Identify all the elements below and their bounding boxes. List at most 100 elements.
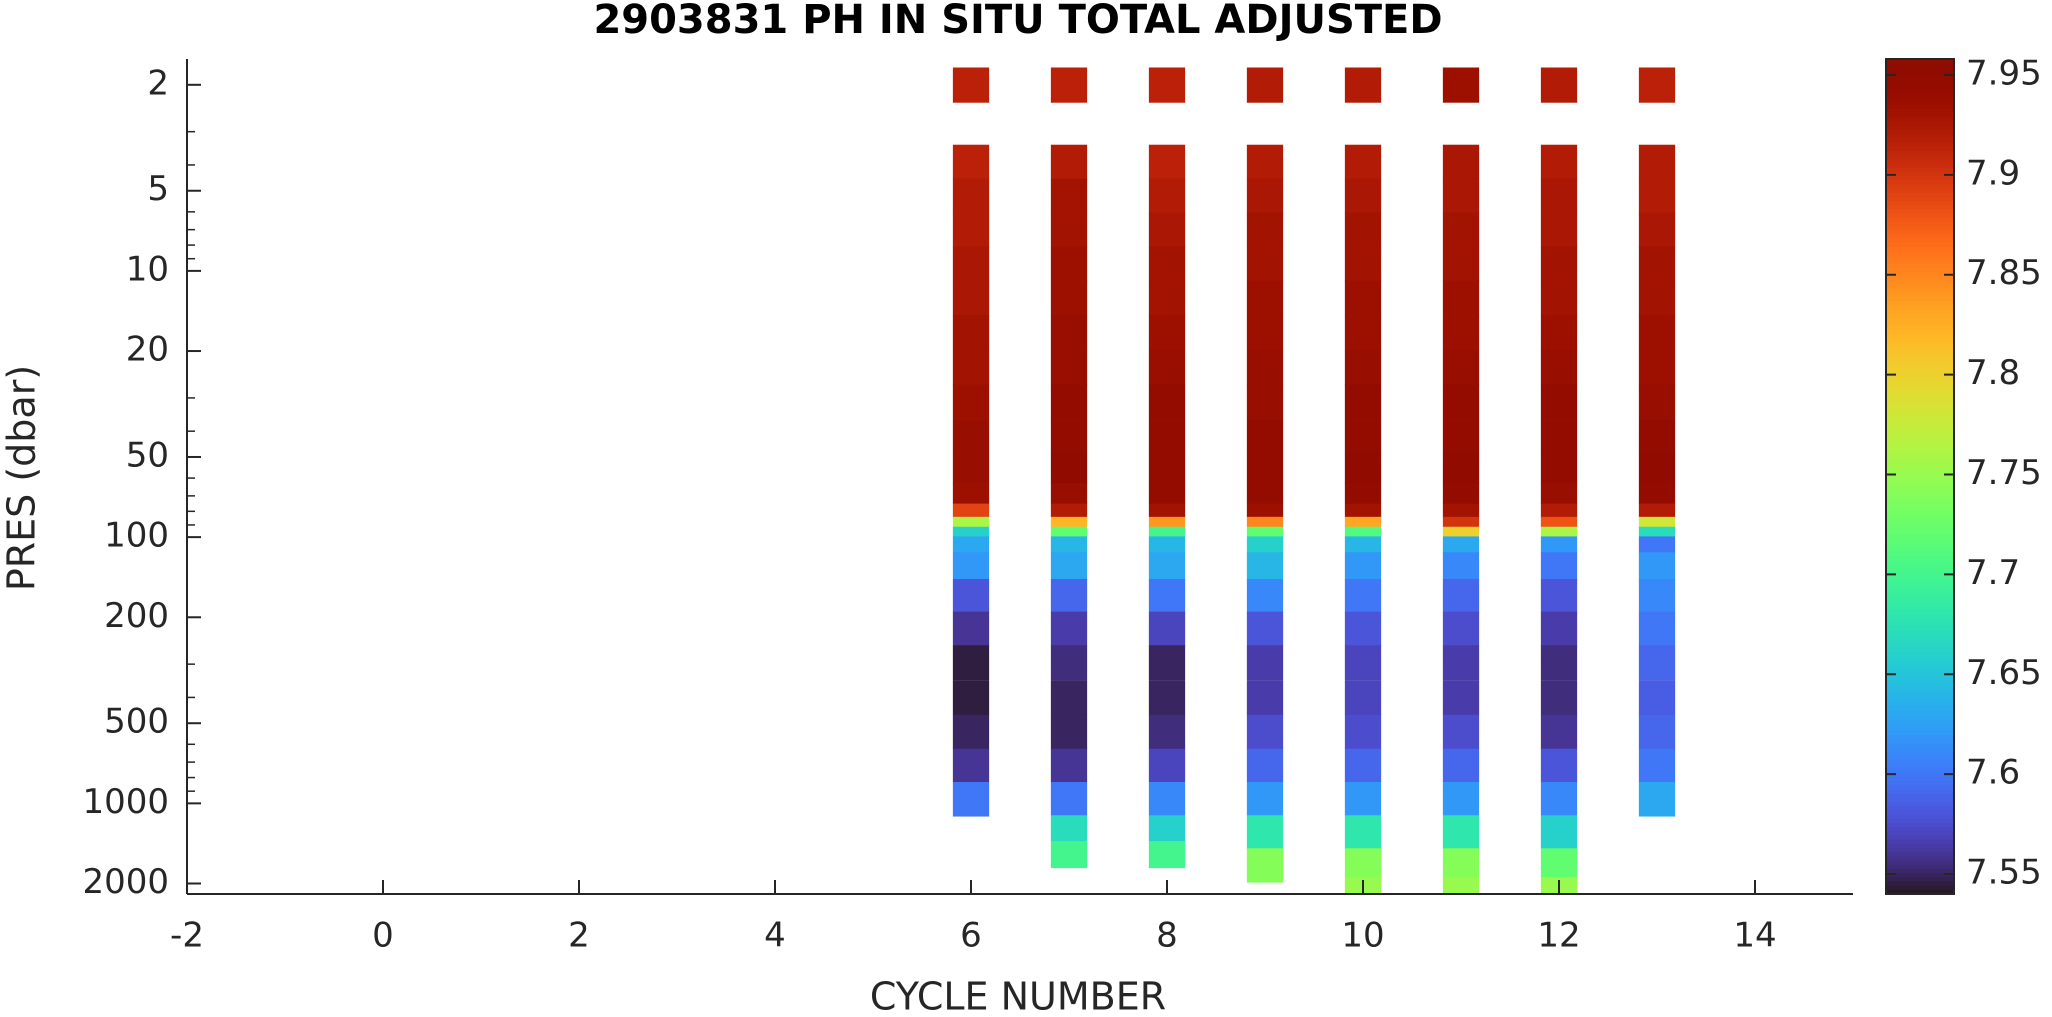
colorbar-swatch [1886, 480, 1954, 486]
colorbar-swatch [1886, 188, 1954, 194]
colorbar-swatch [1886, 881, 1954, 887]
profile-cell [1148, 552, 1186, 580]
x-tick-label: 8 [1156, 916, 1178, 956]
profile-cell [1344, 212, 1382, 248]
colorbar-swatch [1886, 422, 1954, 428]
profile-cell [1050, 815, 1088, 842]
y-tick-label: 20 [126, 330, 169, 370]
profile-cell [1148, 536, 1186, 553]
profile-cell [952, 782, 990, 817]
profile-cell [1344, 578, 1382, 613]
colorbar-swatch [1886, 823, 1954, 828]
colorbar-swatch [1886, 476, 1954, 482]
profile-cell [1050, 314, 1088, 351]
profile-cell [1540, 144, 1578, 180]
colorbar-swatch [1886, 585, 1954, 591]
profile-cell [1050, 178, 1088, 214]
profile-cell [1148, 349, 1186, 386]
profile-cell [1050, 680, 1088, 716]
colorbar-swatch [1886, 455, 1954, 461]
profile-cell [1246, 552, 1284, 580]
colorbar-swatch [1886, 747, 1954, 753]
profile-cell [1638, 552, 1676, 580]
profile-cell [1442, 178, 1480, 214]
colorbar-tick-label: 7.8 [1966, 353, 2020, 393]
profile-cell [1246, 536, 1284, 553]
colorbar-swatch [1886, 835, 1954, 841]
colorbar-swatch [1886, 267, 1954, 273]
profile-cell [1344, 645, 1382, 681]
profile-cell [1148, 578, 1186, 613]
profile-cell [1246, 280, 1284, 316]
colorbar-swatch [1886, 443, 1954, 449]
colorbar-swatch [1886, 681, 1954, 687]
y-tick-label: 2 [147, 63, 169, 103]
colorbar-swatch [1886, 251, 1954, 257]
colorbar-swatch [1886, 877, 1954, 883]
profile-cell [952, 144, 990, 180]
colorbar-swatch [1886, 743, 1954, 749]
profile-cell [1442, 453, 1480, 484]
colorbar-swatch [1886, 96, 1954, 102]
profile-cell [1148, 482, 1186, 505]
colorbar-swatch [1886, 317, 1954, 323]
profile-cell [1638, 782, 1676, 817]
profile-cell [1442, 536, 1480, 553]
colorbar-swatch [1886, 334, 1954, 340]
colorbar-swatch [1886, 576, 1954, 582]
profile-cell [1638, 453, 1676, 484]
profile-cell [1540, 526, 1578, 538]
profile-cell [1246, 67, 1284, 103]
profile-cell [1442, 280, 1480, 316]
colorbar-swatch [1886, 718, 1954, 724]
profile-cell [1442, 516, 1480, 528]
colorbar-swatch [1886, 664, 1954, 670]
chart-title: 2903831 PH IN SITU TOTAL ADJUSTED [593, 0, 1442, 43]
profile-cell [1540, 419, 1578, 455]
profile-cell [1442, 503, 1480, 518]
colorbar-swatch [1886, 827, 1954, 833]
profile-cell [1050, 526, 1088, 538]
profile-cell [1050, 453, 1088, 484]
colorbar-swatch [1886, 551, 1954, 557]
colorbar-swatch [1886, 134, 1954, 140]
colorbar-swatch [1886, 376, 1954, 382]
colorbar-swatch [1886, 296, 1954, 302]
profile-cell [952, 526, 990, 538]
colorbar-tick-label: 7.75 [1966, 453, 2042, 493]
profile-cell [952, 246, 990, 282]
x-tick-label: -2 [170, 916, 204, 956]
profile-cell [1246, 482, 1284, 505]
colorbar-swatch [1886, 714, 1954, 720]
profile-cell [1050, 552, 1088, 580]
profile-cell [1540, 748, 1578, 783]
profile-cell [1050, 419, 1088, 455]
profile-cell [1442, 212, 1480, 248]
profile-cell [1246, 645, 1284, 681]
profile-cell [1246, 516, 1284, 528]
profile-cell [952, 482, 990, 505]
colorbar-swatch [1886, 418, 1954, 424]
colorbar-swatch [1886, 793, 1954, 799]
colorbar-swatch [1886, 200, 1954, 206]
colorbar-swatch [1886, 388, 1954, 394]
colorbar-swatch [1886, 338, 1954, 344]
profile-cell [1148, 453, 1186, 484]
colorbar-swatch [1886, 171, 1954, 177]
colorbar-swatch [1886, 79, 1954, 85]
profile-cell [1638, 246, 1676, 282]
profile-cell [1344, 680, 1382, 716]
colorbar-swatch [1886, 514, 1954, 520]
colorbar-swatch [1886, 543, 1954, 549]
colorbar-swatch [1886, 601, 1954, 607]
colorbar-swatch [1886, 397, 1954, 403]
x-tick-label: 12 [1537, 916, 1580, 956]
colorbar-swatch [1886, 263, 1954, 269]
colorbar-swatch [1886, 831, 1954, 837]
colorbar-swatch [1886, 505, 1954, 511]
colorbar-swatch [1886, 564, 1954, 570]
profile-cell [1442, 714, 1480, 750]
profile-cell [1638, 680, 1676, 716]
profile-cell [1344, 280, 1382, 316]
colorbar-swatch [1886, 288, 1954, 294]
